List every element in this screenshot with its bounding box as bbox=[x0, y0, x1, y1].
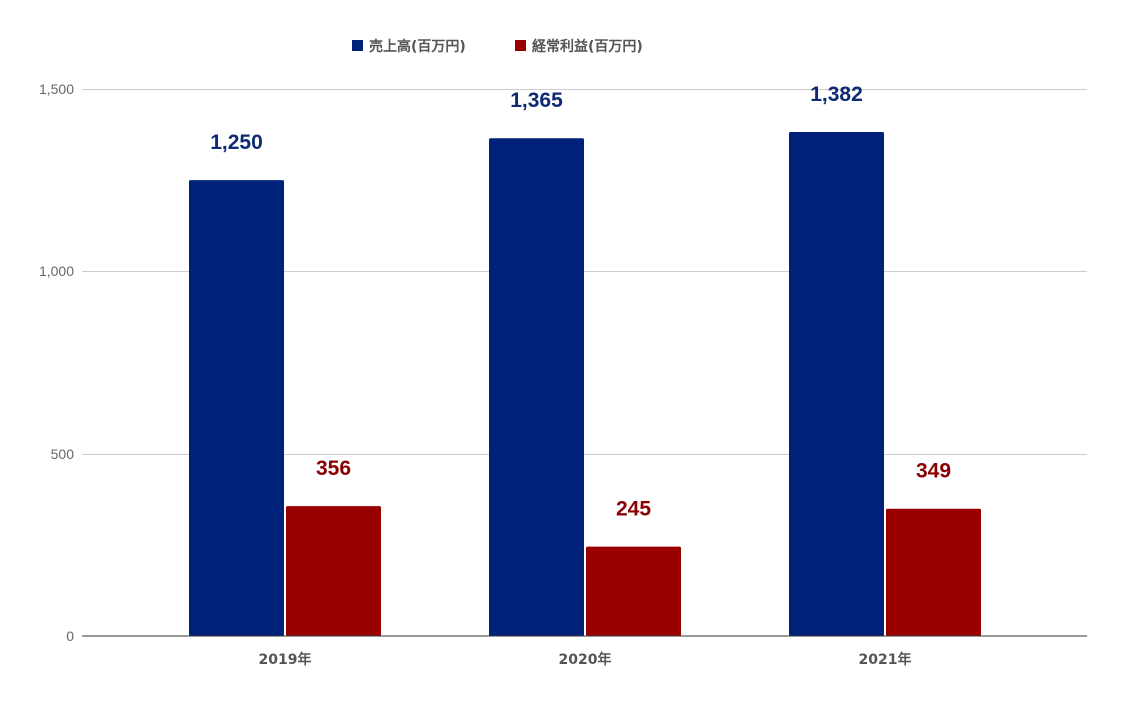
y-axis-tick-labels: 0 500 1,000 1,500 bbox=[39, 81, 74, 644]
legend: 売上高(百万円) 経常利益(百万円) bbox=[352, 38, 643, 55]
bar-ordinary-profit bbox=[286, 506, 381, 636]
data-label-sales: 1,250 bbox=[210, 131, 263, 154]
data-label-ordinary-profit: 356 bbox=[316, 457, 351, 480]
data-labels: 1,250 1,365 1,382 356 245 349 bbox=[210, 83, 951, 521]
y-tick-label: 0 bbox=[66, 628, 74, 644]
x-category-label: 2019年 bbox=[259, 651, 312, 668]
data-label-ordinary-profit: 245 bbox=[616, 498, 651, 521]
data-label-sales: 1,365 bbox=[510, 89, 563, 112]
y-tick-label: 1,500 bbox=[39, 81, 74, 97]
legend-label-sales: 売上高(百万円) bbox=[369, 38, 466, 55]
legend-label-ordinary-profit: 経常利益(百万円) bbox=[532, 38, 643, 55]
bar-sales bbox=[489, 138, 584, 637]
legend-swatch-ordinary-profit bbox=[515, 40, 526, 51]
x-category-label: 2020年 bbox=[559, 651, 612, 668]
data-label-ordinary-profit: 349 bbox=[916, 460, 951, 483]
data-label-sales: 1,382 bbox=[810, 83, 863, 106]
x-category-label: 2021年 bbox=[859, 651, 912, 668]
bar-sales bbox=[789, 132, 884, 636]
bar-ordinary-profit bbox=[586, 546, 681, 636]
y-tick-label: 1,000 bbox=[39, 263, 74, 279]
bar-sales bbox=[189, 180, 284, 636]
y-tick-label: 500 bbox=[51, 446, 75, 462]
x-axis-category-labels: 2019年 2020年 2021年 bbox=[259, 651, 912, 668]
legend-swatch-sales bbox=[352, 40, 363, 51]
bars bbox=[189, 132, 981, 637]
bar-ordinary-profit bbox=[886, 508, 981, 636]
